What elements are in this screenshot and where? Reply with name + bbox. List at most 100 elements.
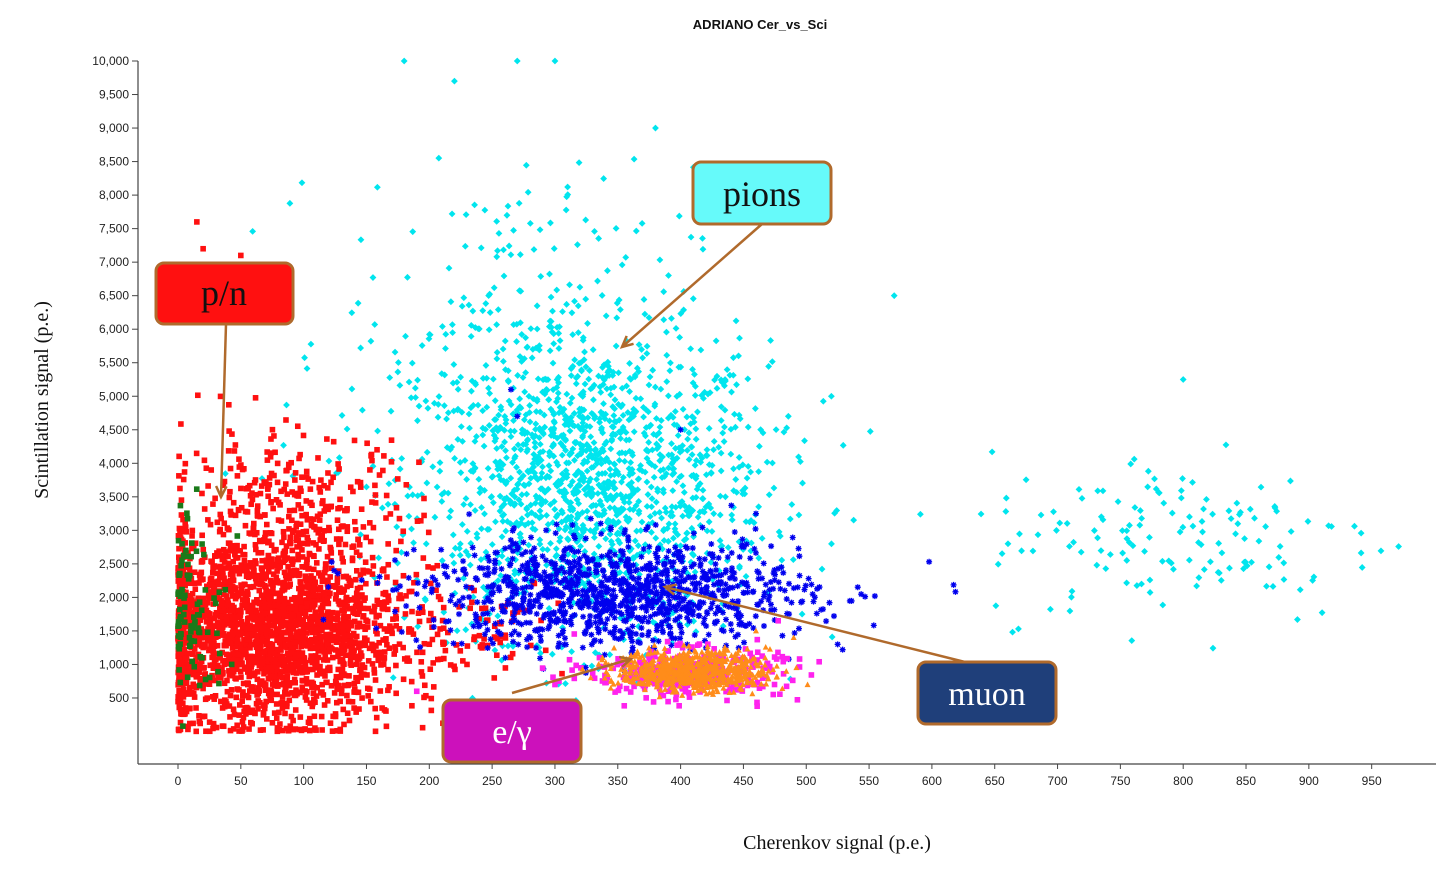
- data-point: [275, 627, 282, 634]
- data-point: [217, 511, 224, 518]
- data-point: [214, 642, 221, 649]
- data-point: [313, 612, 319, 619]
- data-point: [338, 412, 346, 419]
- data-point: [448, 210, 456, 218]
- data-point: [176, 687, 182, 694]
- data-point: [265, 687, 272, 693]
- data-point: [355, 689, 362, 696]
- data-point: [285, 691, 291, 697]
- data-point: [398, 538, 404, 545]
- data-point: [347, 484, 354, 491]
- data-point: [511, 628, 518, 635]
- data-point: [595, 235, 603, 242]
- data-point: [278, 647, 284, 653]
- data-point: [218, 515, 224, 522]
- data-point: [209, 569, 216, 576]
- data-point: [236, 464, 243, 470]
- data-point: [213, 553, 220, 559]
- data-point: [286, 657, 292, 664]
- data-point: [545, 323, 553, 330]
- data-point: [768, 358, 776, 366]
- data-point: [257, 644, 264, 651]
- data-point: [257, 727, 264, 733]
- data-point: [774, 565, 781, 572]
- data-point: [251, 520, 257, 527]
- data-point: [284, 630, 290, 636]
- data-point: [515, 199, 523, 207]
- data-point: [618, 634, 625, 641]
- data-point: [569, 445, 577, 453]
- data-point: [494, 247, 501, 255]
- data-point: [590, 534, 598, 541]
- data-point: [516, 468, 523, 476]
- data-point: [467, 605, 474, 612]
- data-point: [327, 544, 334, 551]
- data-point: [622, 526, 629, 533]
- data-point: [324, 641, 331, 647]
- data-point: [472, 381, 480, 389]
- data-point: [485, 570, 492, 577]
- data-point: [579, 419, 587, 427]
- data-point: [680, 489, 688, 496]
- data-point: [572, 439, 579, 447]
- data-point: [565, 459, 573, 467]
- data-point: [494, 462, 502, 470]
- data-point: [268, 668, 275, 674]
- data-point: [499, 357, 507, 365]
- data-point: [262, 687, 269, 693]
- data-point: [501, 438, 509, 446]
- data-point: [649, 604, 656, 611]
- data-point: [613, 530, 621, 538]
- data-point: [272, 630, 279, 637]
- data-point: [298, 605, 305, 611]
- data-point: [621, 457, 629, 465]
- data-point: [952, 588, 959, 595]
- data-point: [615, 369, 622, 377]
- data-point: [1200, 566, 1208, 573]
- data-point: [580, 580, 588, 588]
- data-point: [313, 595, 320, 602]
- data-point: [494, 306, 502, 314]
- data-point: [281, 611, 288, 617]
- data-point: [326, 648, 333, 655]
- data-point: [612, 224, 620, 232]
- data-point: [1151, 475, 1158, 483]
- data-point: [721, 423, 728, 431]
- data-point: [187, 614, 193, 620]
- data-point: [302, 659, 309, 666]
- data-point: [543, 561, 550, 569]
- data-point: [230, 706, 237, 713]
- data-point: [435, 154, 443, 162]
- data-point: [337, 674, 344, 681]
- data-point: [589, 346, 597, 354]
- data-point: [546, 270, 553, 278]
- data-point: [180, 723, 186, 729]
- data-point: [711, 376, 718, 384]
- data-point: [354, 640, 360, 647]
- data-point: [458, 408, 466, 416]
- data-point: [642, 406, 650, 414]
- data-point: [196, 712, 202, 719]
- data-point: [705, 518, 713, 526]
- data-point: [302, 609, 309, 616]
- data-point: [338, 669, 345, 676]
- data-point: [676, 600, 683, 607]
- data-point: [269, 691, 275, 698]
- data-point: [427, 580, 434, 587]
- data-point: [252, 575, 259, 582]
- data-point: [722, 377, 729, 385]
- data-point: [519, 374, 527, 381]
- data-point: [728, 502, 735, 509]
- data-point: [717, 467, 725, 475]
- data-point: [311, 713, 318, 720]
- data-point: [1114, 498, 1122, 506]
- data-point: [237, 661, 243, 668]
- data-point: [369, 554, 376, 561]
- data-point: [176, 664, 182, 670]
- data-point: [199, 490, 205, 497]
- data-point: [218, 613, 224, 620]
- data-point: [300, 529, 307, 535]
- data-point: [684, 641, 691, 648]
- data-point: [300, 678, 306, 684]
- data-point: [295, 530, 302, 536]
